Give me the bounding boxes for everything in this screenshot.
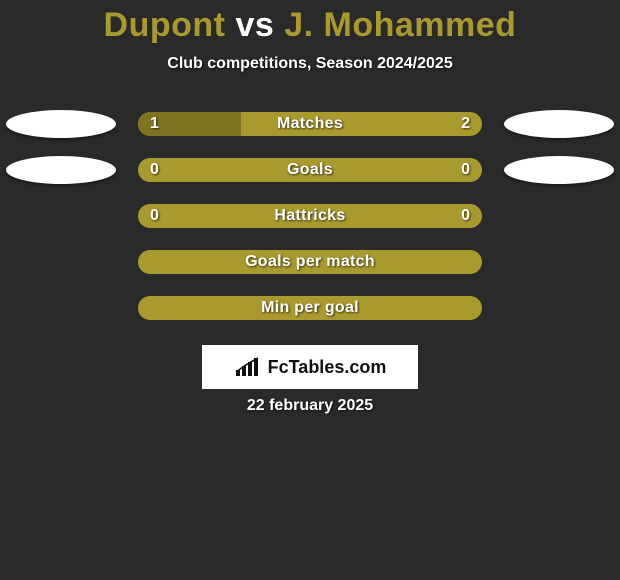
- stat-label: Goals per match: [138, 250, 482, 274]
- title-vs: vs: [235, 6, 274, 44]
- stat-bar: 00Goals: [138, 158, 482, 182]
- stat-rows: 12Matches 00Goals 00Hattricks Goals per mat…: [0, 101, 620, 331]
- logo-text: FcTables.com: [268, 357, 387, 378]
- stat-label: Goals: [138, 158, 482, 182]
- stat-row: 00Goals: [0, 147, 620, 193]
- stat-bar: Goals per match: [138, 250, 482, 274]
- stat-label: Hattricks: [138, 204, 482, 228]
- subtitle: Club competitions, Season 2024/2025: [0, 55, 620, 73]
- stat-label: Min per goal: [138, 296, 482, 320]
- player-marker-right: [504, 156, 614, 184]
- stat-bar: 00Hattricks: [138, 204, 482, 228]
- player-marker-left: [6, 110, 116, 138]
- stat-row: Goals per match: [0, 239, 620, 285]
- stat-row: Min per goal: [0, 285, 620, 331]
- player-marker-right: [504, 110, 614, 138]
- player2-name: J. Mohammed: [284, 6, 516, 44]
- date-line: 22 february 2025: [0, 397, 620, 415]
- stat-bar: 12Matches: [138, 112, 482, 136]
- chart-bars-icon: [234, 356, 262, 378]
- stat-bar: Min per goal: [138, 296, 482, 320]
- source-logo: FcTables.com: [202, 345, 418, 389]
- page-title: Dupont vs J. Mohammed: [0, 6, 620, 45]
- stat-row: 12Matches: [0, 101, 620, 147]
- stat-row: 00Hattricks: [0, 193, 620, 239]
- stat-label: Matches: [138, 112, 482, 136]
- player1-name: Dupont: [104, 6, 226, 44]
- comparison-infographic: Dupont vs J. Mohammed Club competitions,…: [0, 0, 620, 415]
- player-marker-left: [6, 156, 116, 184]
